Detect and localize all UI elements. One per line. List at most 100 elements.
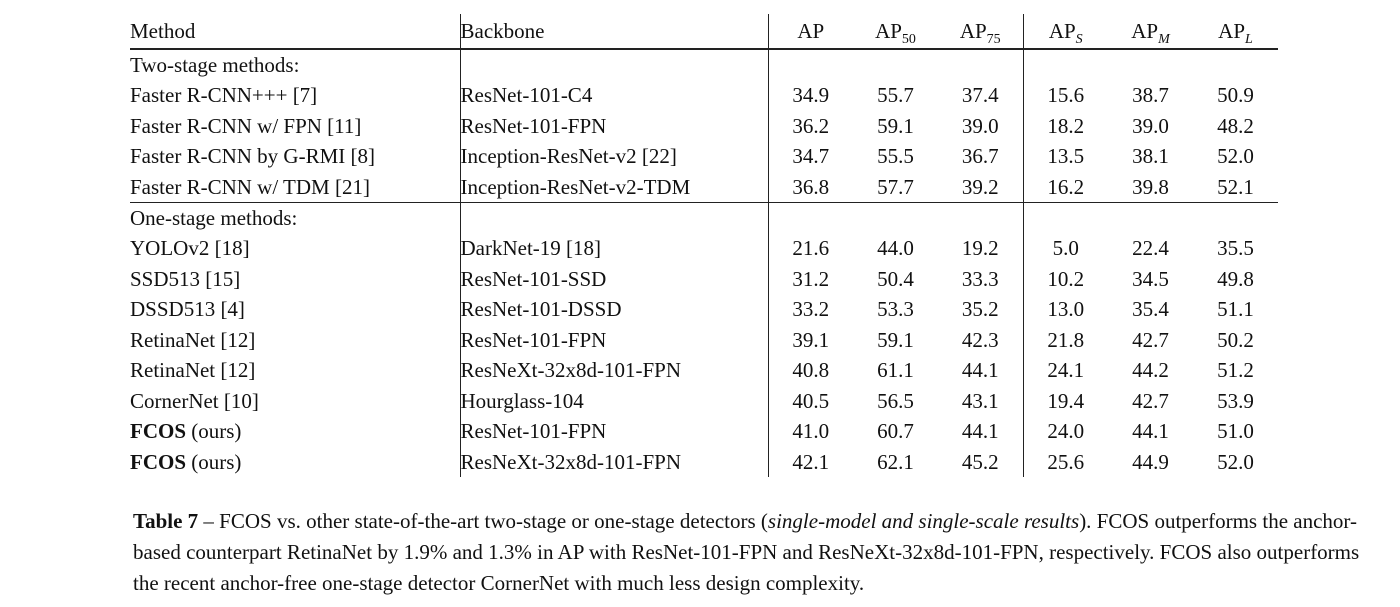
aps-cell: 24.1 <box>1022 355 1108 386</box>
caption-italic: single-model and single-scale results <box>767 509 1080 533</box>
ap75-cell: 33.3 <box>961 266 999 291</box>
group-label-one-stage: One-stage methods: <box>130 206 298 230</box>
method-cell: FCOS (ours) <box>130 416 460 447</box>
backbone-cell: ResNet-101-FPN <box>459 416 768 447</box>
method-cell: FCOS (ours) <box>130 447 460 478</box>
apl-cell: 48.2 <box>1217 113 1254 138</box>
header-backbone: Backbone <box>459 14 768 50</box>
aps-cell: 15.6 <box>1022 80 1108 111</box>
backbone-cell: ResNeXt-32x8d-101-FPN <box>459 355 768 386</box>
ap75-cell: 39.0 <box>961 113 999 138</box>
results-table-container: Method Backbone AP AP50 AP75 APS APM APL… <box>130 14 1278 477</box>
aps-cell: 18.2 <box>1022 110 1108 141</box>
table-row: Faster R-CNN w/ TDM [21] Inception-ResNet… <box>130 171 1278 203</box>
ap50-cell: 62.1 <box>877 449 914 474</box>
aps-cell: 21.8 <box>1022 324 1108 355</box>
method-cell: RetinaNet [12] <box>130 358 256 383</box>
apm-cell: 44.9 <box>1132 449 1169 474</box>
apl-cell: 53.9 <box>1217 388 1254 413</box>
method-cell: Faster R-CNN w/ FPN [11] <box>130 113 362 138</box>
ap75-cell: 44.1 <box>961 419 999 444</box>
backbone-cell: Inception-ResNet-v2 [22] <box>459 141 768 172</box>
ap-cell: 42.1 <box>767 446 853 477</box>
apl-cell: 50.9 <box>1217 83 1254 108</box>
backbone-cell: DarkNet-19 [18] <box>459 233 768 264</box>
apl-cell: 52.1 <box>1193 171 1278 203</box>
ap75-cell: 19.2 <box>961 236 999 261</box>
apl-cell: 51.1 <box>1217 297 1254 322</box>
apm-cell: 42.7 <box>1132 327 1169 352</box>
aps-cell: 10.2 <box>1022 263 1108 294</box>
ap75-cell: 37.4 <box>961 83 999 108</box>
ap50-cell: 61.1 <box>877 358 914 383</box>
table-row: Faster R-CNN w/ FPN [11] ResNet-101-FPN 36… <box>130 110 1278 141</box>
header-ap75: AP75 <box>938 14 1023 50</box>
aps-cell: 19.4 <box>1022 385 1108 416</box>
group-row-two-stage: Two-stage methods: <box>130 49 1278 80</box>
ap50-cell: 55.7 <box>877 83 914 108</box>
method-suffix: (ours) <box>186 449 242 474</box>
apl-cell: 50.2 <box>1217 327 1254 352</box>
ap75-cell: 36.7 <box>961 144 999 169</box>
backbone-cell: ResNet-101-FPN <box>459 110 768 141</box>
header-ap50: AP50 <box>853 14 938 50</box>
header-method: Method <box>130 14 460 50</box>
backbone-cell: ResNet-101-DSSD <box>459 294 768 325</box>
ap50-cell: 56.5 <box>877 388 914 413</box>
ap-cell: 40.8 <box>767 355 853 386</box>
caption-text-2: ). FCOS outperforms the anchor-based cou… <box>133 509 1360 595</box>
apm-cell: 39.0 <box>1132 113 1169 138</box>
header-ap: AP <box>767 14 853 50</box>
results-table: Method Backbone AP AP50 AP75 APS APM APL… <box>130 14 1278 477</box>
ap-cell: 40.5 <box>767 385 853 416</box>
ap-cell: 33.2 <box>767 294 853 325</box>
method-cell: YOLOv2 [18] <box>130 236 250 261</box>
ap75-cell: 39.2 <box>938 171 1023 203</box>
method-name-bold: FCOS <box>130 449 187 474</box>
backbone-cell: ResNet-101-FPN <box>459 324 768 355</box>
ap75-cell: 44.1 <box>961 358 999 383</box>
table-row: YOLOv2 [18] DarkNet-19 [18] 21.6 44.0 19.2 5.… <box>130 233 1278 264</box>
backbone-cell: Inception-ResNet-v2-TDM <box>459 171 768 203</box>
table-row: Faster R-CNN+++ [7] ResNet-101-C4 34.9 55.7… <box>130 80 1278 111</box>
ap-cell: 31.2 <box>767 263 853 294</box>
ap50-cell: 44.0 <box>877 236 914 261</box>
ap-cell: 34.9 <box>767 80 853 111</box>
method-cell: Faster R-CNN by G-RMI [8] <box>130 144 375 169</box>
group-label-two-stage: Two-stage methods: <box>130 53 300 77</box>
apm-cell: 38.7 <box>1132 83 1169 108</box>
apm-cell: 34.5 <box>1132 266 1169 291</box>
method-cell: CornerNet [10] <box>130 388 259 413</box>
table-row: FCOS (ours) ResNeXt-32x8d-101-FPN 42.1 62.1… <box>130 446 1278 478</box>
apm-cell: 42.7 <box>1132 388 1169 413</box>
apm-cell: 44.2 <box>1132 358 1169 383</box>
method-cell: DSSD513 [4] <box>130 297 245 322</box>
method-name-bold: FCOS <box>130 419 187 444</box>
apl-cell: 51.0 <box>1217 419 1254 444</box>
header-apm: APM <box>1108 14 1193 50</box>
method-cell: SSD513 [15] <box>130 266 241 291</box>
table-row: Faster R-CNN by G-RMI [8] Inception-ResNe… <box>130 141 1278 172</box>
group-row-one-stage: One-stage methods: <box>130 202 1278 233</box>
table-row: DSSD513 [4] ResNet-101-DSSD 33.2 53.3 35.2 13… <box>130 294 1278 325</box>
apm-cell: 22.4 <box>1132 236 1169 261</box>
method-cell: RetinaNet [12] <box>130 327 256 352</box>
backbone-cell: ResNeXt-32x8d-101-FPN <box>459 446 768 477</box>
apl-cell: 52.0 <box>1217 144 1254 169</box>
ap-cell: 34.7 <box>767 141 853 172</box>
header-aps: APS <box>1022 14 1108 50</box>
apl-cell: 35.5 <box>1217 236 1254 261</box>
aps-cell: 24.0 <box>1022 416 1108 447</box>
method-suffix: (ours) <box>186 419 242 444</box>
ap75-cell: 35.2 <box>961 297 999 322</box>
table-row: SSD513 [15] ResNet-101-SSD 31.2 50.4 33.3 10.… <box>130 263 1278 294</box>
apm-cell: 35.4 <box>1132 297 1169 322</box>
apl-cell: 51.2 <box>1217 358 1254 383</box>
table-caption: Table 7 – FCOS vs. other state-of-the-ar… <box>133 506 1383 599</box>
ap-cell: 21.6 <box>767 233 853 264</box>
ap-cell: 36.2 <box>767 110 853 141</box>
ap50-cell: 59.1 <box>877 327 914 352</box>
ap50-cell: 50.4 <box>877 266 914 291</box>
table-row: RetinaNet [12] ResNet-101-FPN 39.1 59.1 42.3… <box>130 324 1278 355</box>
ap-cell: 41.0 <box>767 416 853 447</box>
